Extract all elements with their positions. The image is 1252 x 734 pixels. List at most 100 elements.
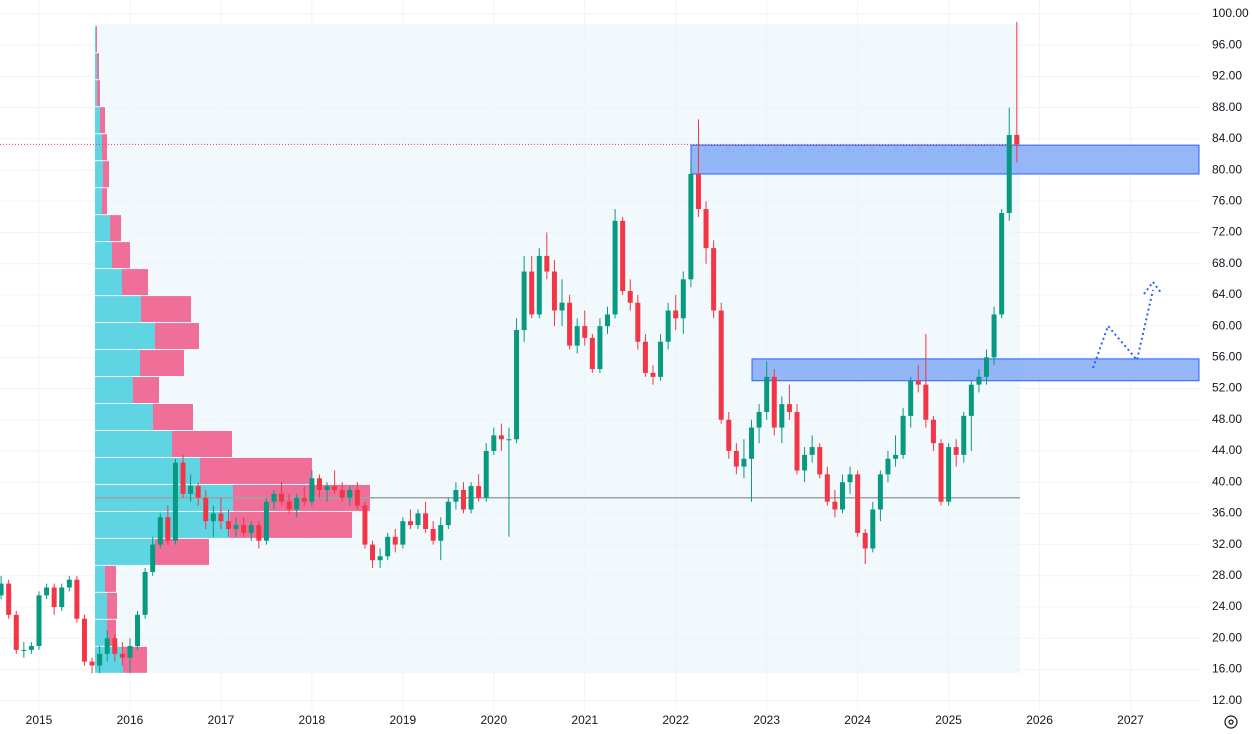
candle-body <box>794 411 800 471</box>
profile-up <box>95 350 140 377</box>
profile-up <box>95 134 102 161</box>
candle-body <box>733 450 739 467</box>
candle-body <box>718 310 724 420</box>
zone <box>690 144 1200 175</box>
candle-body <box>188 486 194 494</box>
candle-body <box>142 571 148 615</box>
candle-body <box>976 376 982 385</box>
candle-body <box>832 501 838 510</box>
candle-body <box>658 341 664 377</box>
candle-body <box>642 341 648 373</box>
candle-body <box>21 649 27 651</box>
candle-body <box>157 517 163 545</box>
candle-body <box>316 478 322 490</box>
candle-body <box>347 489 353 498</box>
profile-up <box>95 269 122 296</box>
profile-down <box>123 646 147 673</box>
candle-body <box>370 544 376 561</box>
zone <box>751 358 1200 382</box>
candle-body <box>445 501 451 526</box>
profile-down <box>102 134 107 161</box>
candle-body <box>28 646 34 650</box>
candle-body <box>802 454 808 471</box>
candle-body <box>0 583 4 596</box>
candle-body <box>559 302 565 311</box>
candle-body <box>764 376 770 412</box>
candle-body <box>195 486 201 498</box>
profile-up <box>95 107 100 134</box>
profile-up <box>95 161 103 188</box>
candle-body <box>460 489 466 510</box>
candle-body <box>377 556 383 561</box>
profile-up <box>95 323 155 350</box>
candle-body <box>339 489 345 498</box>
candle-body <box>582 326 588 338</box>
candle-body <box>324 486 330 490</box>
candle-body <box>938 443 944 502</box>
candle-body <box>135 614 141 647</box>
candle-body <box>749 427 755 459</box>
candle-body <box>756 411 762 428</box>
candle-body <box>150 544 156 572</box>
candle-body <box>703 209 709 249</box>
y-tick-label: 60.00 <box>1212 318 1242 332</box>
candle-body <box>506 439 512 441</box>
candle-body <box>468 486 474 510</box>
candle-body <box>726 419 732 451</box>
candle-body <box>923 384 929 420</box>
candle-body <box>650 372 656 377</box>
candle-body <box>968 384 974 416</box>
candle-body <box>930 419 936 444</box>
candle-body <box>665 310 671 342</box>
candle-body <box>984 357 989 377</box>
candle-body <box>741 458 747 467</box>
candle-body <box>786 404 792 412</box>
candle-body <box>89 661 95 666</box>
axes: 12.00 16.00 20.00 24.00 28.00 32.00 36.00 40.00… <box>26 6 1249 727</box>
candle-body <box>1014 134 1020 145</box>
profile-down <box>155 323 199 350</box>
candle-body <box>400 521 406 545</box>
x-tick-label: 2021 <box>571 713 598 727</box>
profile-down <box>107 619 116 646</box>
y-tick-label: 100.00 <box>1212 6 1249 20</box>
candle-body <box>529 271 535 315</box>
y-tick-label: 68.00 <box>1212 256 1242 270</box>
profile-up <box>95 188 102 215</box>
settings-icon[interactable] <box>1224 715 1238 729</box>
candle-body <box>855 474 861 533</box>
candle-body <box>119 653 125 658</box>
profile-down <box>105 565 116 592</box>
y-tick-label: 44.00 <box>1212 443 1242 457</box>
zones <box>690 144 1200 382</box>
profile-up <box>95 215 110 242</box>
candle-body <box>286 501 292 510</box>
y-tick-label: 96.00 <box>1212 37 1242 51</box>
candle-body <box>309 478 315 502</box>
profile-up <box>95 296 141 323</box>
candle-body <box>536 255 542 315</box>
y-tick-label: 88.00 <box>1212 100 1242 114</box>
candle-body <box>877 474 883 510</box>
profile-down <box>200 457 312 484</box>
profile-down <box>153 404 193 430</box>
candle-body <box>51 587 57 608</box>
candle-body <box>271 493 277 502</box>
candle-body <box>483 450 489 498</box>
candle-body <box>961 415 967 455</box>
projection-arrowhead <box>1143 280 1163 295</box>
candle-body <box>620 220 626 292</box>
candle-body <box>612 220 618 315</box>
y-tick-label: 20.00 <box>1212 630 1242 644</box>
y-tick-label: 24.00 <box>1212 599 1242 613</box>
candle-body <box>946 447 952 502</box>
x-tick-label: 2018 <box>299 713 326 727</box>
profile-up <box>95 430 172 457</box>
candle-body <box>771 376 777 428</box>
candle-body <box>824 474 830 502</box>
x-tick-label: 2025 <box>935 713 962 727</box>
x-tick-label: 2026 <box>1026 713 1053 727</box>
candle-body <box>392 536 398 545</box>
candle-body <box>180 462 186 494</box>
candle-body <box>430 528 436 541</box>
